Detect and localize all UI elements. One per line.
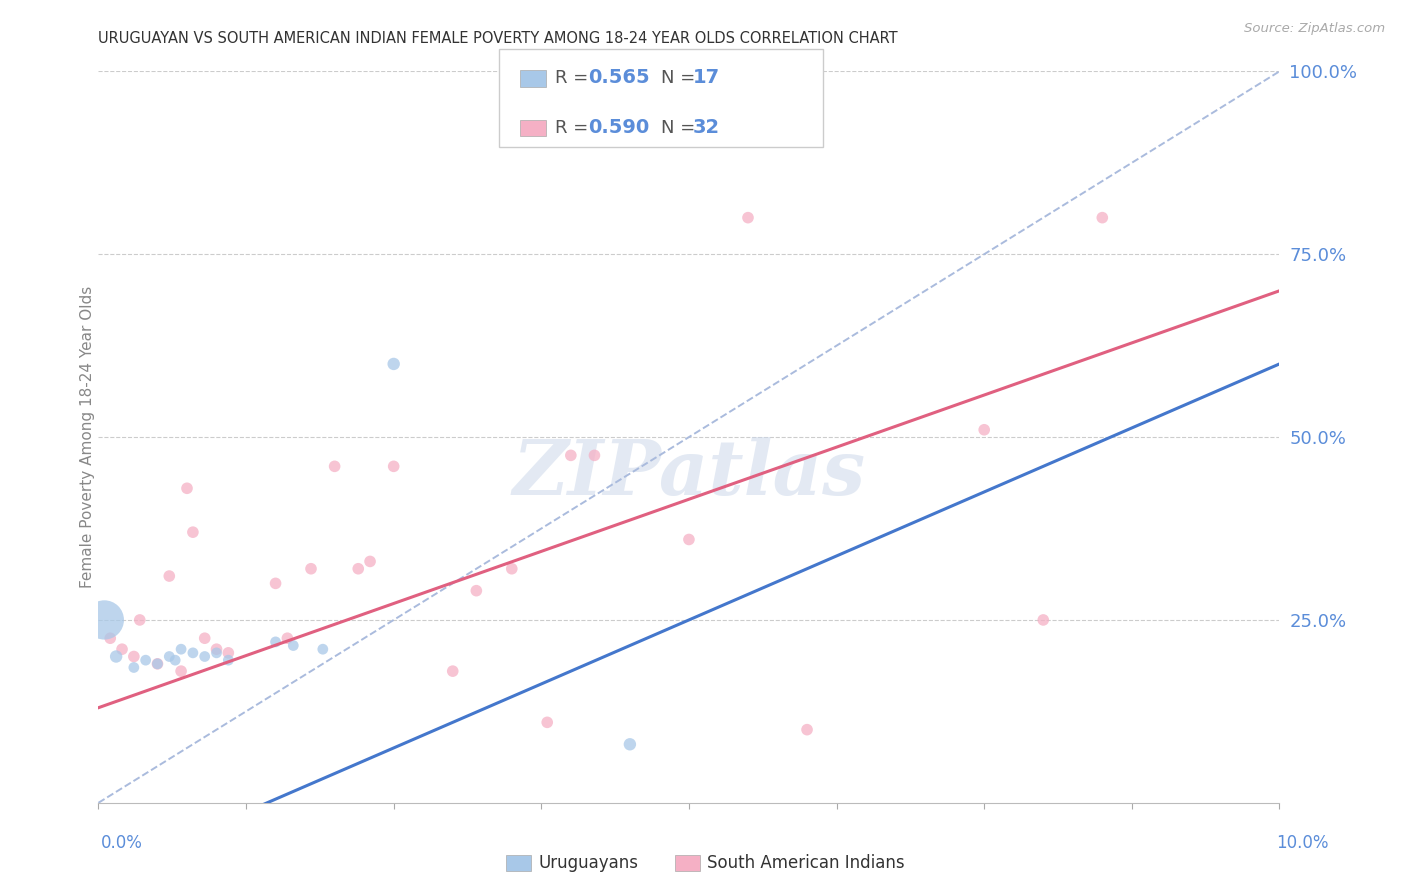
Text: N =: N = bbox=[661, 69, 700, 87]
Point bbox=[181, 525, 204, 540]
Point bbox=[299, 562, 322, 576]
Point bbox=[170, 642, 193, 657]
Text: Source: ZipAtlas.com: Source: ZipAtlas.com bbox=[1244, 22, 1385, 36]
Text: 0.0%: 0.0% bbox=[101, 834, 143, 852]
Point bbox=[122, 660, 145, 674]
Point bbox=[217, 646, 239, 660]
Point bbox=[583, 449, 606, 463]
Point bbox=[536, 715, 558, 730]
Point bbox=[93, 613, 115, 627]
Text: R =: R = bbox=[555, 69, 595, 87]
Point bbox=[111, 642, 134, 657]
Point bbox=[205, 646, 228, 660]
Point bbox=[441, 664, 464, 678]
Point bbox=[465, 583, 488, 598]
Point bbox=[157, 649, 180, 664]
Point bbox=[194, 649, 217, 664]
Text: ZIPatlas: ZIPatlas bbox=[512, 437, 866, 510]
Point bbox=[98, 632, 121, 646]
Point bbox=[165, 653, 187, 667]
Point bbox=[170, 664, 193, 678]
Point bbox=[181, 646, 204, 660]
Point bbox=[122, 649, 145, 664]
Point bbox=[128, 613, 150, 627]
Point bbox=[176, 481, 198, 495]
Point bbox=[264, 576, 287, 591]
Point bbox=[312, 642, 335, 657]
Point bbox=[347, 562, 370, 576]
Text: URUGUAYAN VS SOUTH AMERICAN INDIAN FEMALE POVERTY AMONG 18-24 YEAR OLDS CORRELAT: URUGUAYAN VS SOUTH AMERICAN INDIAN FEMAL… bbox=[98, 31, 898, 46]
Point bbox=[205, 642, 228, 657]
Point bbox=[973, 423, 995, 437]
Point bbox=[560, 449, 582, 463]
Point bbox=[264, 635, 287, 649]
Text: Uruguayans: Uruguayans bbox=[538, 854, 638, 871]
Point bbox=[283, 639, 305, 653]
Point bbox=[146, 657, 169, 671]
Point bbox=[501, 562, 523, 576]
Point bbox=[678, 533, 700, 547]
Point bbox=[1032, 613, 1054, 627]
Point bbox=[276, 632, 298, 646]
Text: 0.565: 0.565 bbox=[588, 68, 650, 87]
Text: 32: 32 bbox=[693, 118, 720, 137]
Point bbox=[146, 657, 169, 671]
Point bbox=[323, 459, 346, 474]
Text: South American Indians: South American Indians bbox=[707, 854, 905, 871]
Y-axis label: Female Poverty Among 18-24 Year Olds: Female Poverty Among 18-24 Year Olds bbox=[80, 286, 94, 588]
Point bbox=[194, 632, 217, 646]
Text: N =: N = bbox=[661, 119, 700, 136]
Text: 17: 17 bbox=[693, 68, 720, 87]
Point bbox=[359, 554, 381, 568]
Point bbox=[382, 357, 405, 371]
Point bbox=[619, 737, 641, 751]
Point bbox=[135, 653, 157, 667]
Text: 10.0%: 10.0% bbox=[1277, 834, 1329, 852]
Point bbox=[1091, 211, 1114, 225]
Point bbox=[796, 723, 818, 737]
Point bbox=[217, 653, 239, 667]
Point bbox=[737, 211, 759, 225]
Text: 0.590: 0.590 bbox=[588, 118, 650, 137]
Point bbox=[382, 459, 405, 474]
Point bbox=[1220, 50, 1243, 64]
Point bbox=[157, 569, 180, 583]
Text: R =: R = bbox=[555, 119, 595, 136]
Point bbox=[105, 649, 128, 664]
